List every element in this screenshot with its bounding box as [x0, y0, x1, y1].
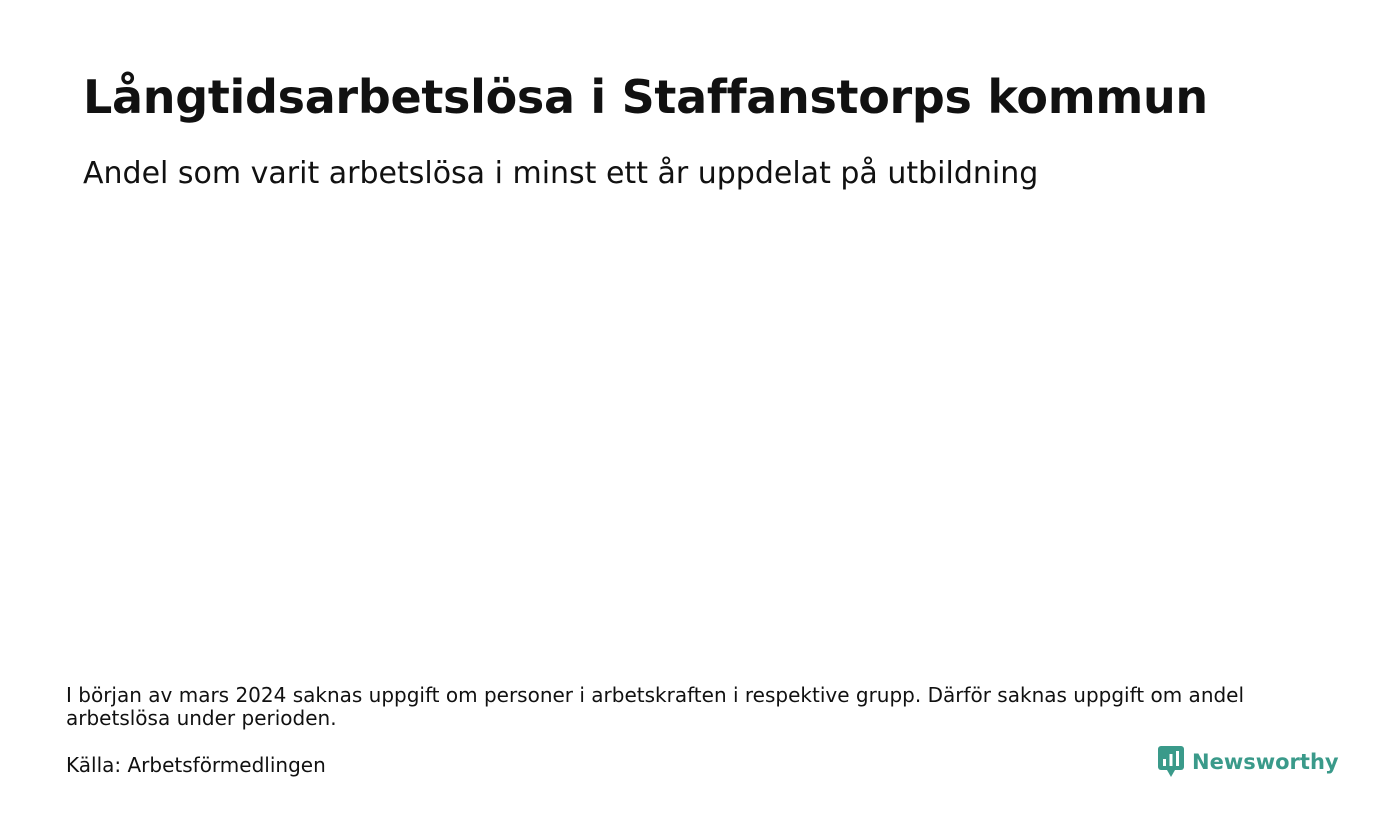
newsworthy-logo: Newsworthy: [1158, 746, 1339, 778]
footnote: I början av mars 2024 saknas uppgift om …: [66, 683, 1245, 730]
chart-title: Långtidsarbetslösa i Staffanstorps kommu…: [83, 70, 1208, 124]
source-credit: Källa: Arbetsförmedlingen: [66, 753, 326, 777]
newsworthy-icon: [1158, 746, 1184, 777]
chart-subtitle: Andel som varit arbetslösa i minst ett å…: [83, 156, 1039, 191]
brand-name: Newsworthy: [1192, 750, 1339, 774]
